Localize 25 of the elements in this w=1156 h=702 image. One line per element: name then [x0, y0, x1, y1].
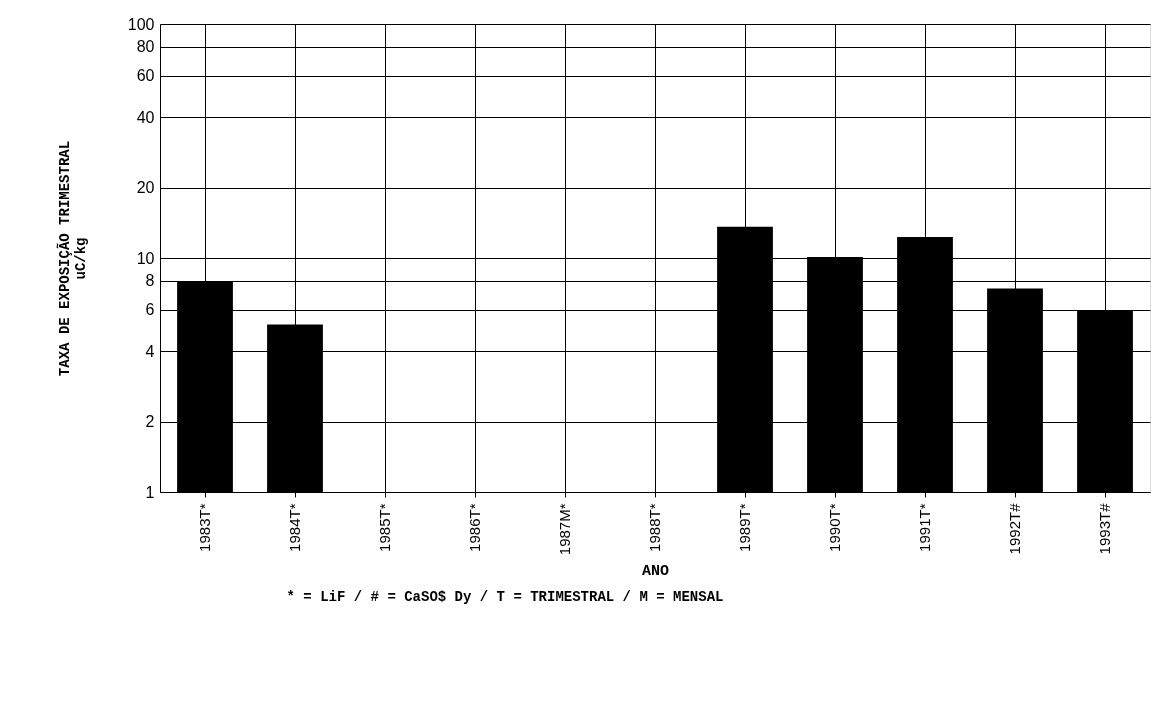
x-tick-label: 1990T* [826, 503, 843, 552]
y-tick-label: 20 [136, 179, 155, 197]
x-tick-label: 1993T# [1096, 502, 1113, 555]
x-tick-label: 1987M* [556, 503, 573, 556]
x-tick-label: 1991T* [916, 503, 933, 552]
x-tick-label: 1988T* [646, 503, 663, 552]
y-tick-label: 4 [145, 342, 155, 360]
y-tick-label: 10 [136, 249, 155, 267]
text: * = LiF / # = CaSO$ Dy / T = TRIMESTRAL / M = MENSAL [286, 589, 724, 605]
x-tick-label: 1986T* [466, 503, 483, 552]
y-tick-label: 60 [136, 67, 155, 85]
x-tick-label: 1983T* [196, 503, 213, 552]
x-tick-label: 1992T# [1006, 502, 1023, 555]
y-tick-label: 6 [145, 301, 155, 319]
x-tick-label: 1985T* [376, 503, 393, 552]
y-tick-label: 100 [127, 15, 155, 33]
y-tick-label: 40 [136, 108, 155, 126]
y-tick-label: 80 [136, 38, 155, 56]
y-axis-title: TAXA DE EXPOSIÇÃO TRIMESTRAL uC/kg [55, 140, 89, 377]
x-tick-label: 1984T* [286, 503, 303, 552]
y-tick-label: 8 [145, 272, 155, 290]
x-tick-label: 1989T* [736, 503, 753, 552]
y-tick-label: 1 [145, 483, 155, 501]
y-tick-label: 2 [145, 413, 155, 431]
x-axis-title: ANO [641, 563, 670, 581]
